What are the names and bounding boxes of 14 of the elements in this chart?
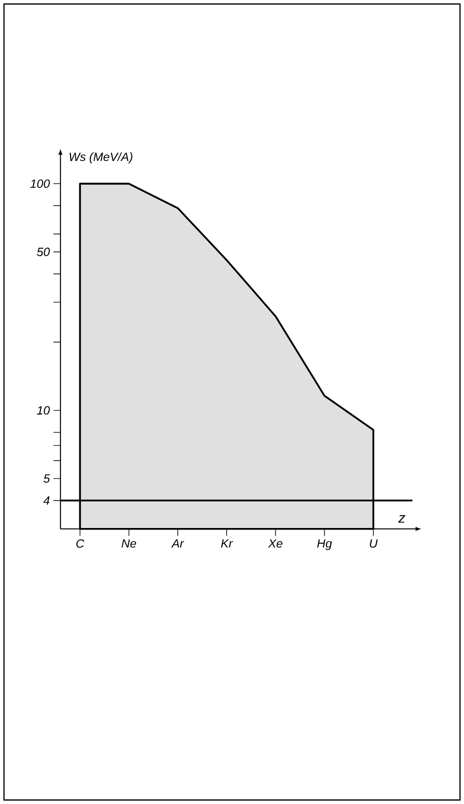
x-tick-label: Ne: [122, 539, 136, 548]
x-tick-label: Xe: [268, 539, 282, 548]
x-tick-label: Ar: [171, 539, 184, 548]
y-axis-title: Ws (MeV/A): [70, 152, 132, 164]
x-tick-label: Hg: [317, 539, 332, 550]
y-tick-label: 50: [36, 248, 50, 256]
x-tick-label: U: [370, 539, 378, 548]
x-tick-label: C: [76, 539, 84, 548]
y-tick-label: 5: [44, 474, 50, 483]
x-axis-title: z: [398, 515, 406, 523]
y-tick-label: 10: [36, 406, 50, 415]
y-tick-label: 4: [43, 496, 50, 505]
y-tick-label: 100: [30, 179, 50, 188]
x-tick-label: Kr: [221, 539, 234, 548]
